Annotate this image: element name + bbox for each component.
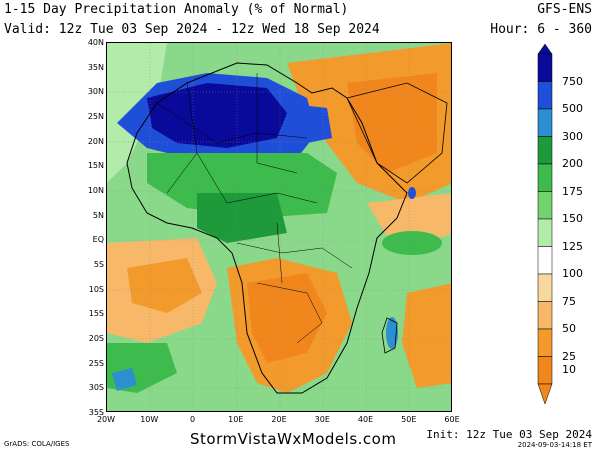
colorbar-swatch <box>537 356 553 385</box>
colorbar-label: 500 <box>562 102 583 115</box>
latitude-tick-label: 35S <box>88 408 104 417</box>
anomaly-area <box>197 193 287 243</box>
colorbar-label: 750 <box>562 74 583 88</box>
longitude-tick-label: 20W <box>96 415 116 424</box>
anomaly-area <box>282 103 332 143</box>
latitude-tick-label: 25N <box>87 112 104 121</box>
colorbar-swatch <box>537 328 553 357</box>
latitude-tick-label: 15S <box>88 309 104 319</box>
longitude-tick-label: 0 <box>189 415 196 424</box>
colorbar <box>537 44 553 405</box>
latitude-tick-label: 20S <box>88 334 104 343</box>
latitude-tick-label: 30S <box>88 383 104 393</box>
colorbar-label: 100 <box>562 267 583 280</box>
longitude-tick-label: 60E <box>444 415 460 424</box>
colorbar-label: 175 <box>562 184 583 198</box>
country-borders <box>156 73 353 344</box>
anomaly-area <box>347 73 437 173</box>
anomaly-area <box>382 231 442 255</box>
model-name: GFS-ENS <box>537 2 592 17</box>
longitude-tick-label: 40E <box>357 415 374 424</box>
latitude-tick-label: 15N <box>87 161 104 171</box>
latitude-tick-label: 30N <box>87 87 104 97</box>
anomaly-area <box>147 83 287 148</box>
valid-period: Valid: 12z Tue 03 Sep 2024 - 12z Wed 18 … <box>4 22 380 37</box>
anomaly-area <box>127 258 202 313</box>
colorbar-label: 125 <box>562 239 583 253</box>
colorbar-label: 75 <box>562 294 576 308</box>
latitude-tick-label: 20N <box>87 136 104 146</box>
colorbar-swatch <box>537 108 553 137</box>
madagascar-coastline <box>381 317 398 354</box>
colorbar-swatch <box>537 136 553 165</box>
colorbar-label: 300 <box>562 129 583 143</box>
colorbar-top-arrow <box>537 44 553 55</box>
init-time: Init: 12z Tue 03 Sep 2024 <box>426 428 592 441</box>
colorbar-label: 200 <box>562 157 583 170</box>
map-title: 1-15 Day Precipitation Anomaly (% of Nor… <box>4 2 349 17</box>
colorbar-label: 50 <box>562 322 576 335</box>
site-watermark: StormVistaWxModels.com <box>190 430 397 448</box>
colorbar-label: 10 <box>562 363 576 377</box>
colorbar-label: 25 <box>562 349 576 363</box>
anomaly-area <box>408 187 416 199</box>
render-timestamp: 2024-09-03-14:18 ET <box>517 441 592 449</box>
colorbar-swatch <box>537 53 553 82</box>
latitude-tick-label: 25S <box>88 358 104 368</box>
latitude-tick-label: 35N <box>87 62 104 72</box>
latitude-tick-label: 10N <box>87 186 104 195</box>
anomaly-area <box>386 317 398 349</box>
precipitation-anomaly-map <box>106 42 452 412</box>
map-canvas <box>107 43 451 411</box>
graticule <box>107 43 451 411</box>
colorbar-swatch <box>537 191 553 220</box>
anomaly-area <box>112 368 137 391</box>
longitude-tick-label: 30E <box>314 415 330 424</box>
longitude-tick-label: 10W <box>140 415 159 424</box>
longitude-tick-label: 50E <box>401 415 417 424</box>
colorbar-swatch <box>537 163 553 192</box>
colorbar-bottom-arrow <box>537 383 553 405</box>
colorbar-label: 150 <box>562 212 583 225</box>
colorbar-swatch <box>537 273 553 302</box>
longitude-tick-label: 20E <box>271 415 287 424</box>
colorbar-swatch <box>537 218 553 247</box>
latitude-tick-label: 5N <box>92 210 104 220</box>
anomaly-area <box>147 153 337 218</box>
anomaly-area <box>402 283 451 388</box>
colorbar-swatch <box>537 301 553 330</box>
colorbar-swatch <box>537 81 553 110</box>
forecast-hour-range: Hour: 6 - 360 <box>490 22 592 37</box>
arabia-coastline <box>346 82 448 184</box>
latitude-tick-label: 40N <box>87 38 104 47</box>
colorbar-swatch <box>537 246 553 275</box>
grads-credit: GrADS: COLA/IGES <box>4 440 70 448</box>
latitude-tick-label: EQ <box>92 235 104 245</box>
longitude-tick-label: 10E <box>228 415 244 424</box>
anomaly-area <box>247 273 327 363</box>
latitude-tick-label: 10S <box>88 284 104 294</box>
latitude-tick-label: 5S <box>93 260 104 269</box>
